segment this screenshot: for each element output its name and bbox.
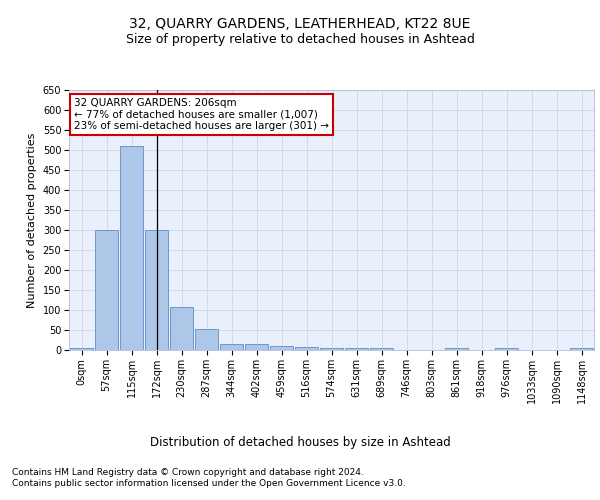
Text: Size of property relative to detached houses in Ashtead: Size of property relative to detached ho… bbox=[125, 32, 475, 46]
Bar bbox=[344, 348, 368, 350]
Y-axis label: Number of detached properties: Number of detached properties bbox=[27, 132, 37, 308]
Bar bbox=[220, 344, 244, 350]
Bar bbox=[370, 348, 394, 350]
Bar bbox=[95, 230, 118, 350]
Bar bbox=[494, 348, 518, 350]
Text: Contains HM Land Registry data © Crown copyright and database right 2024.: Contains HM Land Registry data © Crown c… bbox=[12, 468, 364, 477]
Text: Contains public sector information licensed under the Open Government Licence v3: Contains public sector information licen… bbox=[12, 480, 406, 488]
Bar bbox=[170, 307, 193, 350]
Text: 32 QUARRY GARDENS: 206sqm
← 77% of detached houses are smaller (1,007)
23% of se: 32 QUARRY GARDENS: 206sqm ← 77% of detac… bbox=[74, 98, 329, 131]
Bar bbox=[145, 230, 169, 350]
Bar bbox=[269, 346, 293, 350]
Bar bbox=[119, 146, 143, 350]
Bar bbox=[320, 348, 343, 350]
Bar bbox=[445, 348, 469, 350]
Text: 32, QUARRY GARDENS, LEATHERHEAD, KT22 8UE: 32, QUARRY GARDENS, LEATHERHEAD, KT22 8U… bbox=[130, 18, 470, 32]
Bar bbox=[569, 348, 593, 350]
Bar bbox=[70, 348, 94, 350]
Bar bbox=[245, 344, 268, 350]
Bar bbox=[194, 329, 218, 350]
Text: Distribution of detached houses by size in Ashtead: Distribution of detached houses by size … bbox=[149, 436, 451, 449]
Bar bbox=[295, 347, 319, 350]
